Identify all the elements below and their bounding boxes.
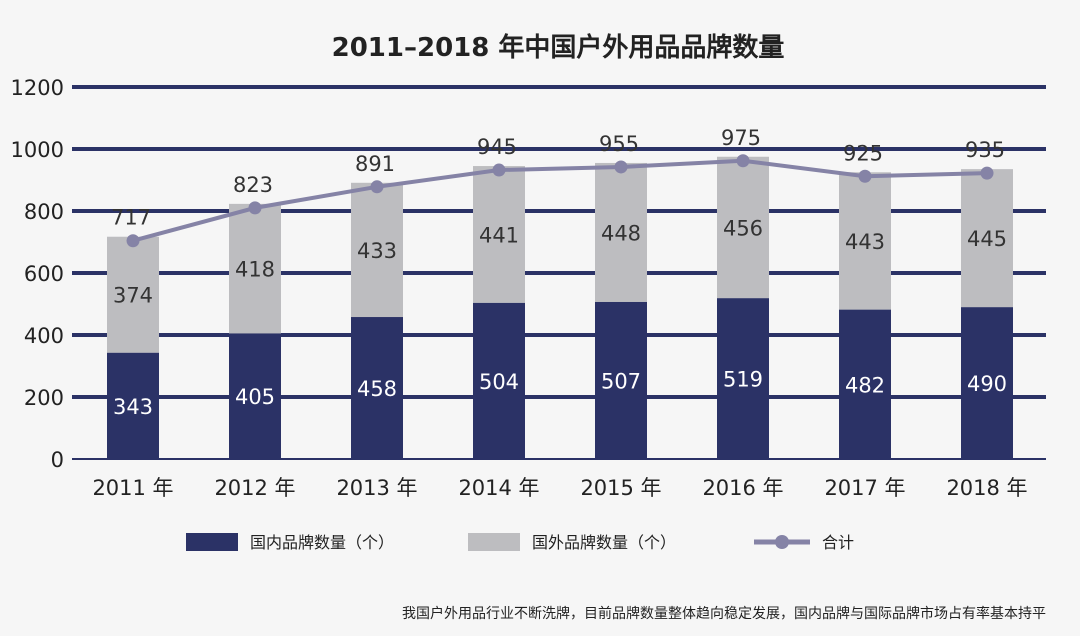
bar-domestic — [351, 317, 403, 459]
data-label-domestic: 405 — [235, 385, 275, 409]
data-label-total: 717 — [111, 206, 151, 230]
total-point — [614, 160, 628, 174]
bar-foreign — [839, 172, 891, 310]
y-tick-label: 0 — [51, 448, 64, 472]
x-tick-label: 2013 年 — [336, 476, 417, 500]
legend: 国内品牌数量（个） 国外品牌数量（个） 合计 — [186, 533, 854, 552]
data-label-foreign: 456 — [723, 216, 763, 240]
x-tick-label: 2017 年 — [824, 476, 905, 500]
y-tick-label: 1200 — [11, 76, 64, 100]
legend-label-foreign: 国外品牌数量（个） — [532, 533, 676, 552]
total-point — [126, 234, 140, 248]
data-label-total: 955 — [599, 132, 639, 156]
data-label-total: 975 — [721, 126, 761, 150]
data-label-domestic: 507 — [601, 369, 641, 393]
bar-domestic — [473, 302, 525, 459]
data-label-total: 823 — [233, 173, 273, 197]
y-tick-label: 1000 — [11, 138, 64, 162]
data-label-foreign: 441 — [479, 223, 519, 247]
y-tick-label: 600 — [24, 262, 64, 286]
total-line — [126, 154, 994, 248]
x-axis: 2011 年 2012 年 2013 年 2014 年 2015 年 2016 年 2017… — [92, 476, 1027, 500]
data-labels: 343 374 405 418 458 433 504 441 507 448 519 456 482 4… — [111, 126, 1007, 419]
total-point — [248, 201, 262, 215]
bar-foreign — [595, 162, 647, 302]
data-label-foreign: 418 — [235, 258, 275, 282]
data-label-domestic: 519 — [723, 368, 763, 392]
legend-label-domestic: 国内品牌数量（个） — [250, 533, 394, 552]
legend-swatch-domestic — [186, 533, 238, 551]
total-point — [736, 154, 750, 168]
bar-foreign — [107, 236, 159, 353]
chart-title: 2011–2018 年中国户外用品品牌数量 — [332, 32, 785, 63]
legend-marker-total — [775, 535, 789, 549]
total-point — [858, 169, 872, 183]
bar-foreign — [229, 203, 281, 334]
bar-foreign — [717, 156, 769, 299]
total-line-path — [132, 158, 988, 243]
total-point — [370, 180, 384, 194]
legend-label-total: 合计 — [822, 533, 854, 552]
total-point — [980, 166, 994, 180]
data-label-domestic: 490 — [967, 372, 1007, 396]
y-tick-label: 800 — [24, 200, 64, 224]
x-tick-label: 2018 年 — [946, 476, 1027, 500]
legend-swatch-foreign — [468, 533, 520, 551]
bars — [107, 156, 1013, 459]
bar-domestic — [839, 309, 891, 459]
data-label-total: 925 — [843, 141, 883, 165]
data-label-domestic: 458 — [357, 377, 397, 401]
x-tick-label: 2012 年 — [214, 476, 295, 500]
data-label-foreign: 443 — [845, 230, 885, 254]
bar-foreign — [351, 182, 403, 318]
total-point — [492, 163, 506, 177]
x-tick-label: 2015 年 — [580, 476, 661, 500]
x-tick-label: 2011 年 — [92, 476, 173, 500]
bar-domestic — [595, 301, 647, 459]
y-axis: 0 200 400 600 800 1000 1200 — [11, 76, 64, 472]
data-label-foreign: 374 — [113, 284, 153, 308]
y-tick-label: 200 — [24, 386, 64, 410]
bar-foreign — [961, 169, 1013, 308]
grid-layer — [72, 85, 1046, 460]
x-tick-label: 2014 年 — [458, 476, 539, 500]
data-label-foreign: 433 — [357, 239, 397, 263]
data-label-total: 945 — [477, 135, 517, 159]
bar-domestic — [107, 352, 159, 459]
data-label-domestic: 504 — [479, 370, 519, 394]
data-label-domestic: 482 — [845, 373, 885, 397]
bar-domestic — [961, 307, 1013, 459]
footnote: 我国户外用品行业不断洗牌，目前品牌数量整体趋向稳定发展，国内品牌与国际品牌市场占… — [402, 605, 1046, 622]
data-label-total: 935 — [965, 138, 1005, 162]
data-label-domestic: 343 — [113, 395, 153, 419]
bar-foreign — [473, 166, 525, 303]
data-label-foreign: 445 — [967, 227, 1007, 251]
y-tick-label: 400 — [24, 324, 64, 348]
bar-domestic — [229, 333, 281, 459]
data-label-total: 891 — [355, 152, 395, 176]
bar-domestic — [717, 298, 769, 459]
x-tick-label: 2016 年 — [702, 476, 783, 500]
data-label-foreign: 448 — [601, 221, 641, 245]
